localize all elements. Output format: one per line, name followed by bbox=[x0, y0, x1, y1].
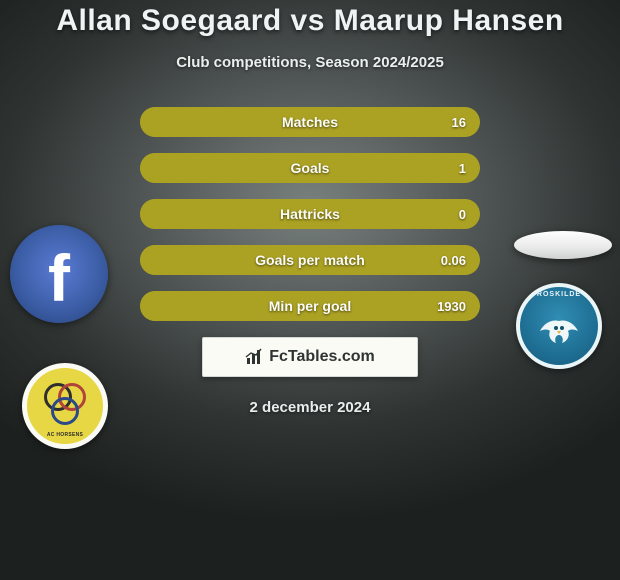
stat-bar: Min per goal1930 bbox=[140, 291, 480, 321]
stat-bars: Matches16 Goals1 Hattricks0 Goals per match… bbox=[140, 107, 480, 321]
brand-text: FcTables.com bbox=[269, 348, 375, 366]
facebook-badge[interactable]: f bbox=[10, 225, 108, 323]
bar-value-right: 1 bbox=[459, 153, 466, 183]
blank-pill-badge bbox=[514, 231, 612, 259]
brand-plate[interactable]: FcTables.com bbox=[202, 337, 418, 377]
bar-label: Goals per match bbox=[140, 245, 480, 275]
roskilde-label: ROSKILDE bbox=[520, 291, 598, 298]
bar-label: Matches bbox=[140, 107, 480, 137]
brand-suffix: .com bbox=[337, 348, 374, 365]
brand-name: FcTables bbox=[269, 348, 337, 365]
bar-label: Min per goal bbox=[140, 291, 480, 321]
stat-bar: Matches16 bbox=[140, 107, 480, 137]
eagle-icon bbox=[536, 315, 582, 349]
stat-bar: Goals per match0.06 bbox=[140, 245, 480, 275]
stat-bar: Hattricks0 bbox=[140, 199, 480, 229]
page-title: Allan Soegaard vs Maarup Hansen bbox=[0, 4, 620, 38]
horsens-label: AC HORSENS bbox=[27, 432, 103, 438]
subtitle: Club competitions, Season 2024/2025 bbox=[0, 54, 620, 71]
facebook-icon: f bbox=[48, 240, 70, 316]
bar-value-right: 1930 bbox=[437, 291, 466, 321]
bar-label: Hattricks bbox=[140, 199, 480, 229]
horsens-rings-icon bbox=[42, 383, 88, 429]
bar-value-right: 16 bbox=[452, 107, 466, 137]
infographic: Allan Soegaard vs Maarup Hansen Club com… bbox=[0, 0, 620, 580]
bars-chart-icon bbox=[245, 348, 263, 366]
club-badge-left: AC HORSENS bbox=[22, 363, 108, 449]
club-badge-right: ROSKILDE bbox=[516, 283, 602, 369]
stat-bar: Goals1 bbox=[140, 153, 480, 183]
bar-label: Goals bbox=[140, 153, 480, 183]
stats-area: f AC HORSENS ROSKILDE Matches16Goals1Hat… bbox=[0, 107, 620, 416]
bar-value-right: 0.06 bbox=[441, 245, 466, 275]
bar-value-right: 0 bbox=[459, 199, 466, 229]
